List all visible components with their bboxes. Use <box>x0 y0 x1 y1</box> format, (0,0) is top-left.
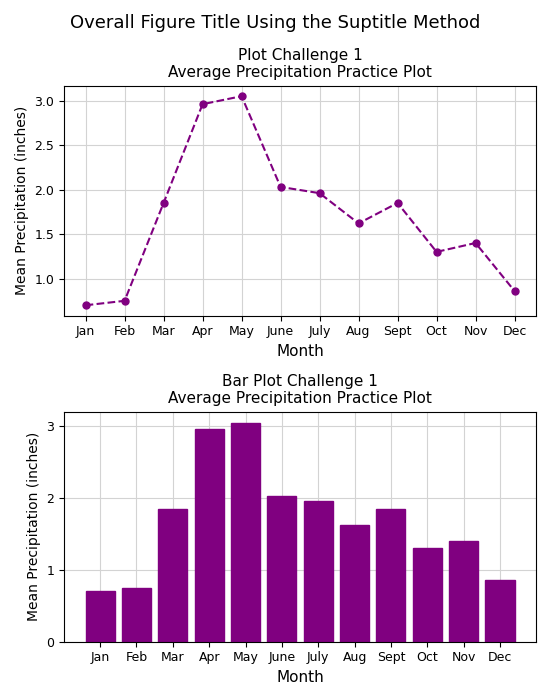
Y-axis label: Mean Precipitation (inches): Mean Precipitation (inches) <box>27 432 41 622</box>
Bar <box>85 592 115 642</box>
Bar <box>376 509 406 642</box>
Bar <box>340 526 369 642</box>
Bar <box>158 509 187 642</box>
Bar <box>231 423 260 642</box>
Title: Plot Challenge 1
Average Precipitation Practice Plot: Plot Challenge 1 Average Precipitation P… <box>168 48 432 80</box>
Bar <box>195 429 224 642</box>
Bar <box>413 548 442 642</box>
Text: Overall Figure Title Using the Suptitle Method: Overall Figure Title Using the Suptitle … <box>71 14 480 32</box>
Y-axis label: Mean Precipitation (inches): Mean Precipitation (inches) <box>15 106 29 295</box>
Bar <box>267 496 296 642</box>
X-axis label: Month: Month <box>276 344 324 359</box>
Bar <box>485 580 515 642</box>
Bar <box>122 588 151 642</box>
X-axis label: Month: Month <box>276 670 324 685</box>
Title: Bar Plot Challenge 1
Average Precipitation Practice Plot: Bar Plot Challenge 1 Average Precipitati… <box>168 374 432 407</box>
Bar <box>304 501 333 642</box>
Bar <box>449 541 478 642</box>
